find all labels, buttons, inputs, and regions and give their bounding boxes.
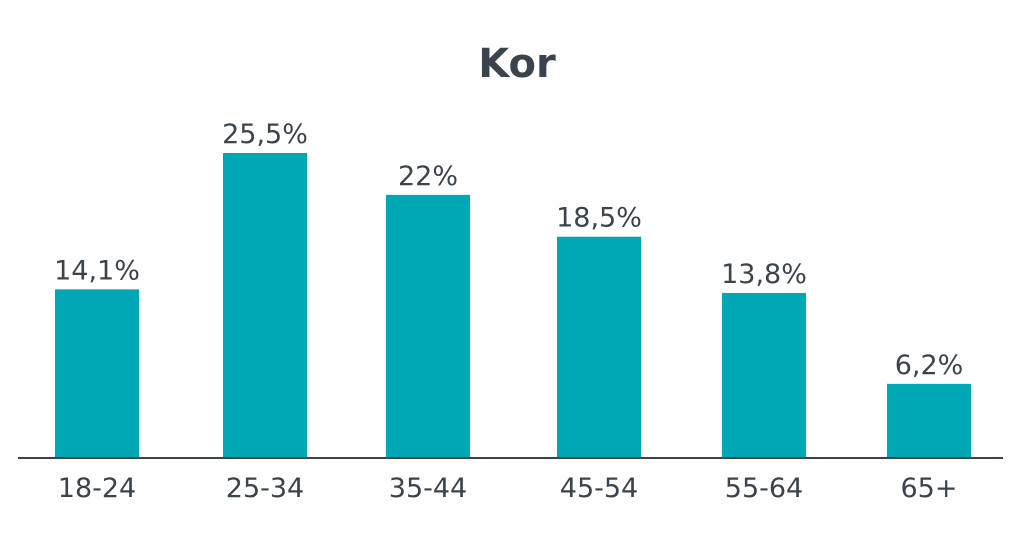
x-tick-label-35-44: 35-44 xyxy=(389,473,467,504)
bar-65+ xyxy=(887,383,971,458)
bar-35-44 xyxy=(386,194,470,459)
bar-55-64 xyxy=(722,292,806,458)
value-label-55-64: 13,8% xyxy=(721,259,807,290)
value-label-25-34: 25,5% xyxy=(222,119,308,150)
bar-45-54 xyxy=(557,236,641,458)
x-tick-label-18-24: 18-24 xyxy=(58,473,136,504)
bar-25-34 xyxy=(223,153,307,458)
value-label-65+: 6,2% xyxy=(895,350,964,381)
x-tick-label-25-34: 25-34 xyxy=(226,473,304,504)
value-label-35-44: 22% xyxy=(398,161,458,192)
value-labels-group: 14,1% 25,5% 22% 18,5% 13,8% 6,2% xyxy=(54,119,963,381)
x-tick-labels-group: 18-24 25-34 35-44 45-54 55-64 65+ xyxy=(58,473,958,504)
bar-18-24 xyxy=(55,289,139,458)
x-tick-label-65+: 65+ xyxy=(901,473,958,504)
x-tick-label-55-64: 55-64 xyxy=(725,473,803,504)
x-tick-label-45-54: 45-54 xyxy=(560,473,638,504)
value-label-45-54: 18,5% xyxy=(556,203,642,234)
value-label-18-24: 14,1% xyxy=(54,255,140,286)
bars-group xyxy=(55,153,971,459)
chart-title: Kor xyxy=(478,41,556,87)
